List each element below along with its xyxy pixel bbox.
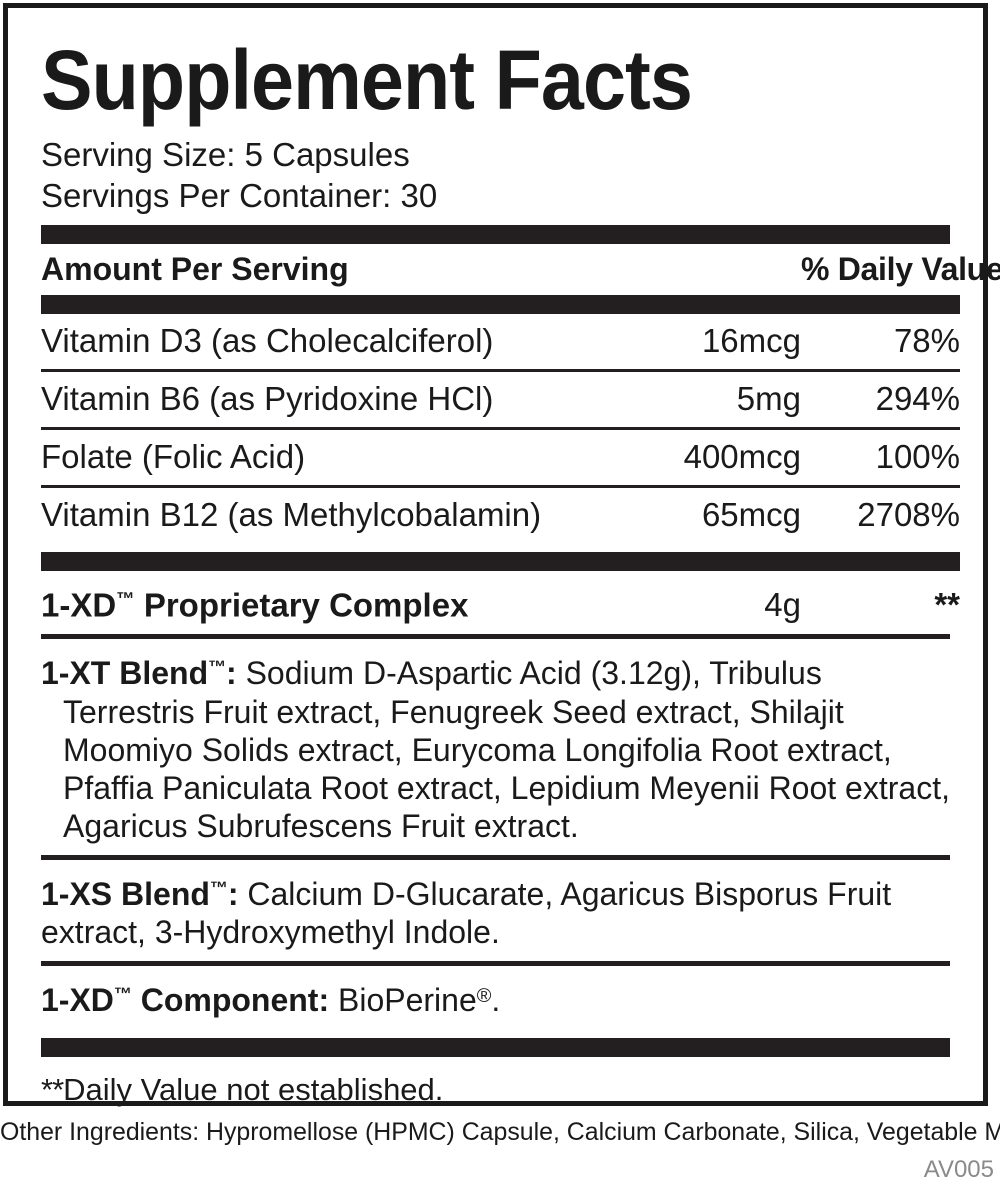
blend-1-xs: 1-XS Blend™: Calcium D-Glucarate, Agaric… <box>41 860 950 961</box>
nutrient-daily-value: 100% <box>875 438 960 475</box>
blend-name: 1-XS Blend <box>41 875 210 912</box>
header-amount-per-serving: Amount Per Serving <box>41 251 349 287</box>
table-row: Vitamin B6 (as Pyridoxine HCl) 5mg 294% <box>41 372 960 427</box>
supplement-facts-panel: Supplement Facts Serving Size: 5 Capsule… <box>3 3 1000 1109</box>
footnote-asterisks: ** <box>41 1071 64 1107</box>
component-label: Component: <box>131 981 330 1018</box>
divider-bar-thick-header <box>41 295 960 314</box>
divider-bar-thick-top <box>41 225 950 244</box>
trademark-icon: ™ <box>116 588 135 609</box>
divider-above-xd-component <box>41 960 950 966</box>
serving-info: Serving Size: 5 Capsules Servings Per Co… <box>41 128 950 216</box>
divider-above-xs-blend <box>41 854 950 860</box>
row-divider <box>41 369 960 372</box>
nutrient-daily-value: 294% <box>875 380 960 417</box>
divider-above-xt-blend <box>41 634 950 640</box>
nutrient-name: Folate (Folic Acid) <box>41 438 306 475</box>
blend-colon: : <box>226 655 237 692</box>
registered-icon: ® <box>476 984 492 1007</box>
proprietary-complex-amount: 4g <box>764 586 801 624</box>
table-row: Folate (Folic Acid) 400mcg 100% <box>41 430 960 485</box>
blend-ingredients: Sodium D-Aspartic Acid (3.12g), Tribulus… <box>63 655 950 844</box>
proprietary-complex-row: 1-XD™ Proprietary Complex 4g ** <box>41 571 960 634</box>
proprietary-complex-name: 1-XD™ Proprietary Complex <box>41 586 469 624</box>
blend-1-xt: 1-XT Blend™: Sodium D-Aspartic Acid (3.1… <box>41 639 950 854</box>
component-ingredients: BioPerine <box>329 981 477 1018</box>
servings-per-container: Servings Per Container: 30 <box>41 177 438 214</box>
nutrient-name: Vitamin B6 (as Pyridoxine HCl) <box>41 380 494 417</box>
nutrient-daily-value: 2708% <box>857 496 960 533</box>
divider-bar-thick-mid <box>41 543 960 571</box>
nutrition-table: Amount Per Serving % Daily Value Vitamin… <box>41 244 1000 634</box>
label-code: AV005 <box>923 1156 994 1183</box>
divider-bar-thick-bottom <box>41 1037 950 1057</box>
component-period: . <box>491 981 501 1018</box>
component-1-xd: 1-XD™ Component: BioPerine®. <box>41 966 950 1029</box>
row-divider <box>41 485 960 488</box>
component-name: 1-XD <box>41 981 114 1018</box>
nutrient-name: Vitamin D3 (as Cholecalciferol) <box>41 322 494 359</box>
header-percent-daily-value: % Daily Value <box>801 251 1000 287</box>
nutrient-name: Vitamin B12 (as Methylcobalamin) <box>41 496 542 533</box>
trademark-icon: ™ <box>208 657 227 678</box>
blend-ingredients: Calcium D-Glucarate, Agaricus Bisporus F… <box>41 875 892 950</box>
serving-size: Serving Size: 5 Capsules <box>41 136 410 173</box>
footnote-text: Daily Value not established. <box>63 1071 444 1107</box>
table-header-row: Amount Per Serving % Daily Value <box>41 244 1000 295</box>
nutrient-amount: 16mcg <box>701 322 801 359</box>
table-row: Vitamin D3 (as Cholecalciferol) 16mcg 78… <box>41 314 960 369</box>
daily-value-footnote: **Daily Value not established. <box>41 1057 950 1109</box>
table-row: Vitamin B12 (as Methylcobalamin) 65mcg 2… <box>41 488 960 543</box>
blend-name: 1-XT Blend <box>41 655 209 692</box>
nutrient-amount: 400mcg <box>683 438 801 475</box>
blend-colon: : <box>227 875 239 912</box>
trademark-icon: ™ <box>113 983 132 1004</box>
row-divider <box>41 427 960 430</box>
nutrient-amount: 65mcg <box>701 496 801 533</box>
page-title: Supplement Facts <box>41 33 693 127</box>
other-ingredients: Other Ingredients: Hypromellose (HPMC) C… <box>0 1118 1000 1146</box>
nutrient-amount: 5mg <box>736 380 801 417</box>
trademark-icon: ™ <box>209 877 228 898</box>
proprietary-complex-daily-value: ** <box>934 586 960 624</box>
nutrient-daily-value: 78% <box>893 322 960 359</box>
